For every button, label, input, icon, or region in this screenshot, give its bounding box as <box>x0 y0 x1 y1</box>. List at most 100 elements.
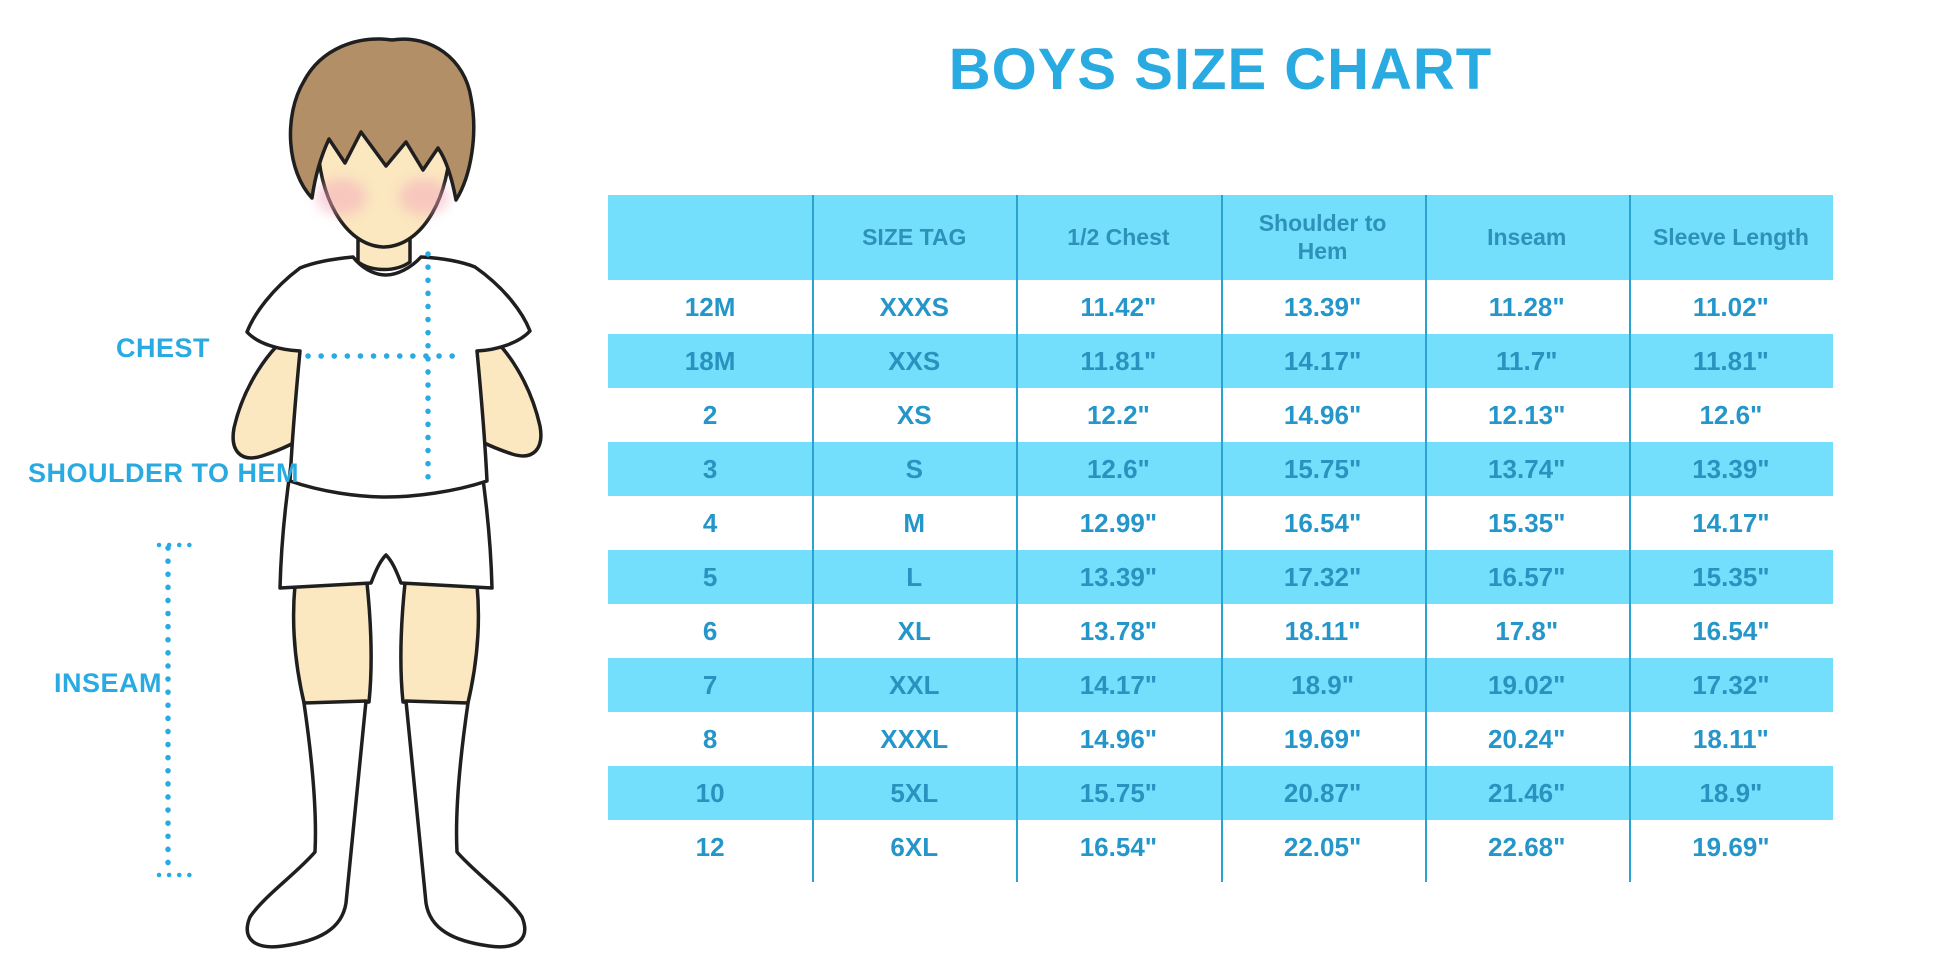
size-table-body: 12M XXXS 11.42" 13.39" 11.28" 11.02" 18M XXS 11.… <box>608 280 1833 874</box>
table-cell: 20.87" <box>1283 777 1362 808</box>
measurement-figure <box>0 0 580 973</box>
table-cell: 18.9" <box>1699 777 1763 808</box>
table-cell: 13.39" <box>1692 453 1770 484</box>
inseam-label: INSEAM <box>54 668 163 698</box>
table-cell: 11.42" <box>1080 291 1157 322</box>
chest-label: CHEST <box>116 333 211 363</box>
header-cell: Shoulder to Hem <box>1258 209 1387 264</box>
left-thigh <box>291 581 373 709</box>
size-cell: 12 <box>695 831 725 862</box>
size-cell: 5 <box>702 561 718 592</box>
table-cell: 12.13" <box>1488 399 1566 430</box>
table-cell: 13.39" <box>1283 291 1362 322</box>
header-cell: SIZE TAG <box>862 223 967 250</box>
table-cell: 19.69" <box>1283 723 1362 754</box>
table-cell: 19.02" <box>1488 669 1566 700</box>
table-cell: 19.69" <box>1692 831 1770 862</box>
table-cell: 11.28" <box>1488 291 1565 322</box>
size-cell: 18M <box>684 345 736 376</box>
table-cell: 16.54" <box>1283 507 1362 538</box>
table-cell: 13.74" <box>1488 453 1566 484</box>
table-cell: 17.32" <box>1692 669 1770 700</box>
table-cell: 16.57" <box>1488 561 1566 592</box>
table-cell: 15.75" <box>1283 453 1362 484</box>
shoulder-to-hem-label: SHOULDER TO HEM <box>28 458 300 488</box>
size-cell: 8 <box>702 723 718 754</box>
table-cell: 14.17" <box>1079 669 1158 700</box>
table-cell: 14.96" <box>1283 399 1362 430</box>
table-cell: 15.35" <box>1488 507 1566 538</box>
table-cell: L <box>906 561 923 592</box>
table-cell: 17.8" <box>1495 615 1559 646</box>
table-row: 4 M 12.99" 16.54" 15.35" 14.17" <box>608 496 1833 550</box>
table-cell: 18.9" <box>1291 669 1355 700</box>
table-cell: 20.24" <box>1488 723 1566 754</box>
table-cell: 5XL <box>890 777 939 808</box>
hair <box>288 37 476 202</box>
table-cell: 18.11" <box>1692 723 1769 754</box>
table-row: 5 L 13.39" 17.32" 16.57" 15.35" <box>608 550 1833 604</box>
header-cell: Inseam <box>1487 223 1567 250</box>
table-row: 8 XXXL 14.96" 19.69" 20.24" 18.11" <box>608 712 1833 766</box>
size-cell: 12M <box>684 291 736 322</box>
size-chart-table: SIZE TAG 1/2 Chest Shoulder to Hem Inseam Sl… <box>608 195 1833 882</box>
table-row: 18M XXS 11.81" 14.17" 11.7" 11.81" <box>608 334 1833 388</box>
size-cell: 4 <box>702 507 718 538</box>
table-cell: XXXL <box>880 723 949 754</box>
right-thigh <box>399 581 481 709</box>
table-row: 3 S 12.6" 15.75" 13.74" 13.39" <box>608 442 1833 496</box>
table-cell: 14.17" <box>1692 507 1770 538</box>
page-title: BOYS SIZE CHART <box>948 37 1493 102</box>
right-sock <box>404 699 527 949</box>
size-cell: 6 <box>702 615 718 646</box>
table-cell: 6XL <box>890 831 939 862</box>
table-cell: 18.11" <box>1284 615 1361 646</box>
table-cell: XS <box>896 399 932 430</box>
table-cell: S <box>905 453 923 484</box>
table-row: 12M XXXS 11.42" 13.39" 11.28" 11.02" <box>608 280 1833 334</box>
table-cell: 16.54" <box>1692 615 1770 646</box>
table-cell: 16.54" <box>1079 831 1158 862</box>
table-row: 12 6XL 16.54" 22.05" 22.68" 19.69" <box>608 820 1833 874</box>
left-cheek <box>316 179 366 215</box>
table-cell: 12.6" <box>1699 399 1763 430</box>
table-row: 7 XXL 14.17" 18.9" 19.02" 17.32" <box>608 658 1833 712</box>
table-cell: 15.35" <box>1692 561 1770 592</box>
table-cell: 12.2" <box>1086 399 1150 430</box>
table-cell: 12.6" <box>1086 453 1150 484</box>
table-cell: 22.68" <box>1488 831 1566 862</box>
table-cell: 14.96" <box>1079 723 1158 754</box>
table-cell: 17.32" <box>1283 561 1362 592</box>
table-cell: 21.46" <box>1488 777 1566 808</box>
size-cell: 2 <box>702 399 718 430</box>
table-cell: 11.02" <box>1692 291 1769 322</box>
size-cell: 3 <box>702 453 718 484</box>
header-cell: Sleeve Length <box>1652 223 1809 250</box>
table-cell: 14.17" <box>1283 345 1362 376</box>
header-cell: 1/2 Chest <box>1067 223 1170 250</box>
table-cell: 13.78" <box>1079 615 1158 646</box>
header-cell-empty <box>608 195 812 280</box>
table-cell: 12.99" <box>1079 507 1158 538</box>
table-cell: 22.05" <box>1283 831 1362 862</box>
size-cell: 7 <box>702 669 718 700</box>
left-sock <box>245 699 368 949</box>
table-cell: XL <box>897 615 931 646</box>
right-cheek <box>399 179 449 215</box>
table-cell: 13.39" <box>1079 561 1158 592</box>
boy-illustration <box>156 37 543 949</box>
table-cell: 15.75" <box>1079 777 1158 808</box>
size-cell: 10 <box>695 777 725 808</box>
table-row: 2 XS 12.2" 14.96" 12.13" 12.6" <box>608 388 1833 442</box>
table-cell: 11.7" <box>1495 345 1558 376</box>
table-cell: 11.81" <box>1080 345 1157 376</box>
table-cell: XXXS <box>879 291 949 322</box>
shorts <box>278 463 494 590</box>
table-cell: M <box>903 507 926 538</box>
table-row: 10 5XL 15.75" 20.87" 21.46" 18.9" <box>608 766 1833 820</box>
table-row: 6 XL 13.78" 18.11" 17.8" 16.54" <box>608 604 1833 658</box>
table-cell: XXL <box>888 669 940 700</box>
table-cell: XXS <box>888 345 941 376</box>
t-shirt <box>245 255 532 499</box>
table-cell: 11.81" <box>1692 345 1769 376</box>
